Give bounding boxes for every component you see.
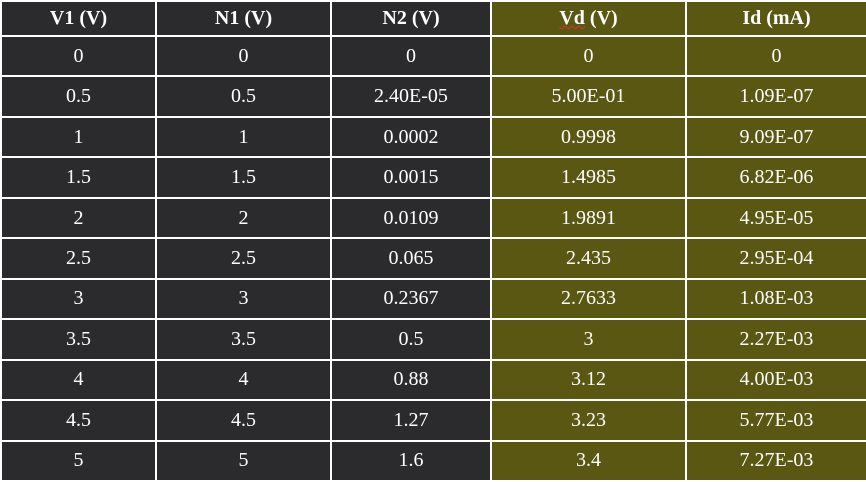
table-cell: 4 <box>0 358 157 402</box>
table-cell: 4.5 <box>155 399 332 442</box>
table-row: 2.5 2.5 0.065 2.435 2.95E-04 <box>0 237 866 280</box>
header-cell: N2 (V) <box>330 0 492 37</box>
table-cell: 3.12 <box>490 358 687 402</box>
table-cell: 0.2367 <box>330 277 492 321</box>
table-cell: 5 <box>0 439 157 482</box>
table-row: 4 4 0.88 3.12 4.00E-03 <box>0 358 866 402</box>
table-cell: 0 <box>155 34 332 78</box>
table-cell: 9.09E-07 <box>685 115 866 159</box>
table-body: 0 0 0 0 0 0.5 0.5 2.40E-05 5.00E-01 1.09E-07 1 1 0.0… <box>0 34 866 482</box>
table-cell: 3.5 <box>0 318 157 361</box>
table-cell: 4 <box>155 358 332 402</box>
table-cell: 1.6 <box>330 439 492 482</box>
table-row: 3.5 3.5 0.5 3 2.27E-03 <box>0 318 866 361</box>
table-row: 0.5 0.5 2.40E-05 5.00E-01 1.09E-07 <box>0 75 866 118</box>
table-cell: 2.27E-03 <box>685 318 866 361</box>
table-cell: 0 <box>0 34 157 78</box>
table-cell: 7.27E-03 <box>685 439 866 482</box>
table-cell: 6.82E-06 <box>685 156 866 199</box>
table-cell: 0.5 <box>330 318 492 361</box>
table-cell: 0.9998 <box>490 115 687 159</box>
table-cell: 1.5 <box>155 156 332 199</box>
table-cell: 0.88 <box>330 358 492 402</box>
table-header: V1 (V) N1 (V) N2 (V) Vd (V) Id (mA) <box>0 0 866 37</box>
table-cell: 3 <box>155 277 332 321</box>
table-row: 3 3 0.2367 2.7633 1.08E-03 <box>0 277 866 321</box>
table-row: 2 2 0.0109 1.9891 4.95E-05 <box>0 196 866 240</box>
table-row: 5 5 1.6 3.4 7.27E-03 <box>0 439 866 482</box>
table-row: 1.5 1.5 0.0015 1.4985 6.82E-06 <box>0 156 866 199</box>
table-cell: 1.9891 <box>490 196 687 240</box>
header-cell: Vd (V) <box>490 0 687 37</box>
table-cell: 0.5 <box>155 75 332 118</box>
table-cell: 1.4985 <box>490 156 687 199</box>
table-cell: 1.27 <box>330 399 492 442</box>
header-text: Vd <box>559 7 585 29</box>
table-cell: 4.95E-05 <box>685 196 866 240</box>
table-cell: 2.5 <box>0 237 157 280</box>
table-cell: 2.40E-05 <box>330 75 492 118</box>
table-cell: 0 <box>330 34 492 78</box>
table-cell: 0 <box>685 34 866 78</box>
table-cell: 5 <box>155 439 332 482</box>
table-cell: 4.5 <box>0 399 157 442</box>
header-cell: V1 (V) <box>0 0 157 37</box>
table-cell: 4.00E-03 <box>685 358 866 402</box>
table-row: 1 1 0.0002 0.9998 9.09E-07 <box>0 115 866 159</box>
table-cell: 1.5 <box>0 156 157 199</box>
table-row: 4.5 4.5 1.27 3.23 5.77E-03 <box>0 399 866 442</box>
table-cell: 0.0015 <box>330 156 492 199</box>
header-cell: Id (mA) <box>685 0 866 37</box>
table-cell: 3.23 <box>490 399 687 442</box>
table-cell: 0.065 <box>330 237 492 280</box>
table-cell: 2.95E-04 <box>685 237 866 280</box>
table-cell: 2.7633 <box>490 277 687 321</box>
table-cell: 3.5 <box>155 318 332 361</box>
table-cell: 2.5 <box>155 237 332 280</box>
table-cell: 1.08E-03 <box>685 277 866 321</box>
table-cell: 0.0002 <box>330 115 492 159</box>
table-cell: 2 <box>155 196 332 240</box>
table-cell: 1 <box>155 115 332 159</box>
header-cell: N1 (V) <box>155 0 332 37</box>
table-cell: 5.77E-03 <box>685 399 866 442</box>
table-cell: 0.5 <box>0 75 157 118</box>
table-cell: 0.0109 <box>330 196 492 240</box>
table-cell: 2 <box>0 196 157 240</box>
table-cell: 1 <box>0 115 157 159</box>
table-cell: 3 <box>0 277 157 321</box>
table-cell: 5.00E-01 <box>490 75 687 118</box>
table-cell: 1.09E-07 <box>685 75 866 118</box>
table-cell: 0 <box>490 34 687 78</box>
table-cell: 3.4 <box>490 439 687 482</box>
table-cell: 2.435 <box>490 237 687 280</box>
header-row: V1 (V) N1 (V) N2 (V) Vd (V) Id (mA) <box>0 0 866 37</box>
table-cell: 3 <box>490 318 687 361</box>
